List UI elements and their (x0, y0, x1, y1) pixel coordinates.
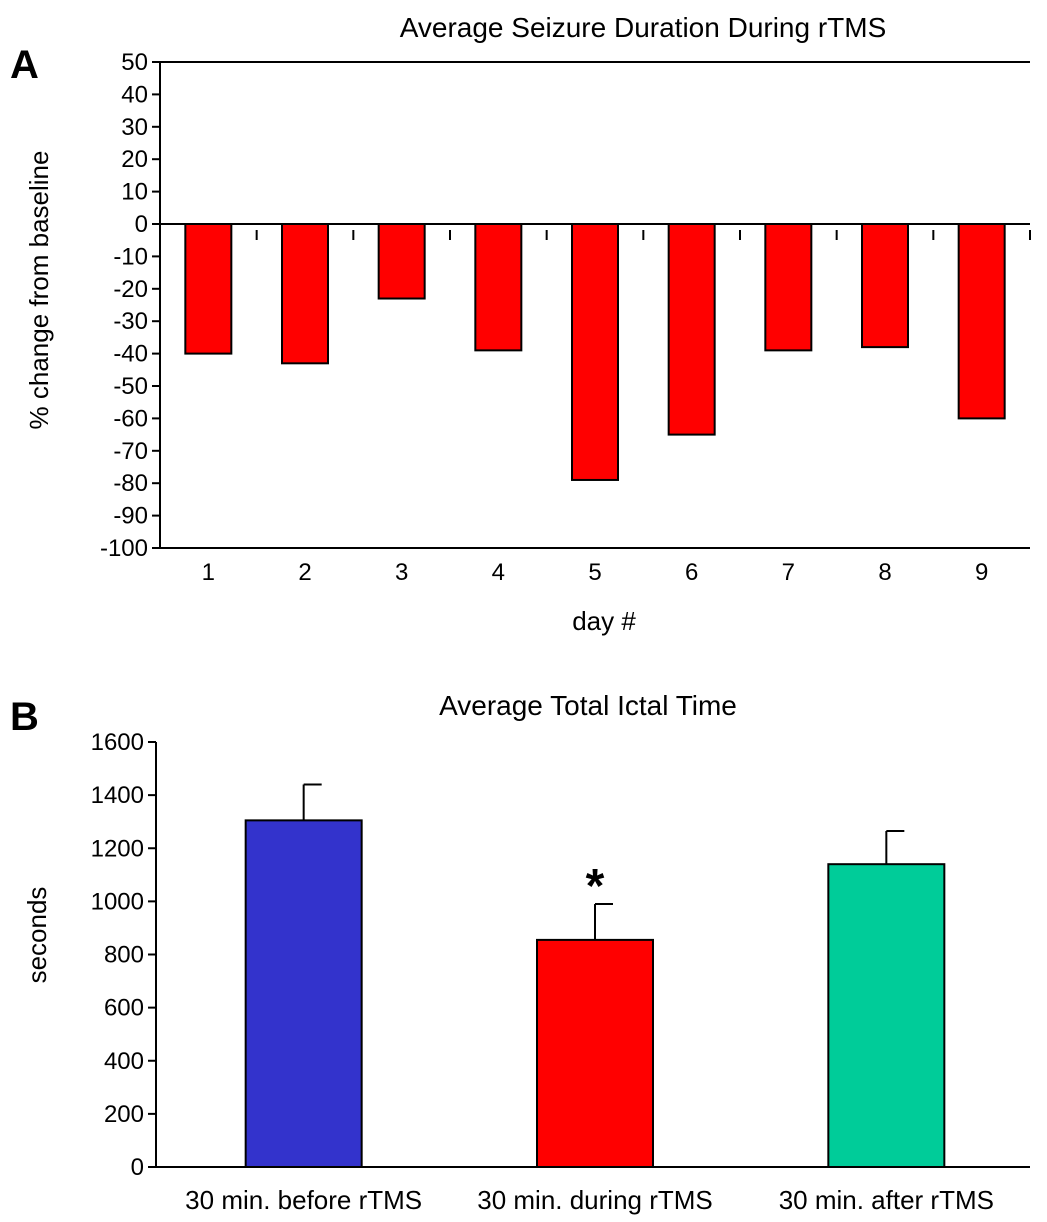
x-tick-label: 1 (202, 559, 215, 586)
y-tick-label: -60 (113, 405, 148, 432)
bar (474, 223, 523, 352)
x-tick-label: 5 (588, 559, 601, 586)
y-tick-label: 1000 (91, 888, 144, 915)
bar (536, 938, 654, 1168)
y-tick-label: 600 (104, 995, 144, 1022)
y-tick-label: 1400 (91, 782, 144, 809)
x-category-label: 30 min. after rTMS (779, 1185, 994, 1215)
chart-title: Average Seizure Duration During rTMS (400, 12, 887, 43)
bar (827, 863, 946, 1168)
y-tick-label: 10 (121, 179, 148, 206)
y-tick-label: -100 (100, 535, 148, 562)
chart-b: B Average Total Ictal Time seconds 0 200 4… (10, 690, 1030, 1215)
y-tick-label: -50 (113, 373, 148, 400)
bar (281, 223, 329, 365)
bar (377, 223, 426, 300)
x-tick-label: 6 (685, 559, 698, 586)
y-axis-label: seconds (22, 887, 52, 984)
x-category-label: 30 min. during rTMS (477, 1185, 713, 1215)
y-tick-label: -30 (113, 308, 148, 335)
plot-area: 50 40 30 20 10 0 -10 -20 -30 -40 -50 -60 -70 -80 -90 -1… (100, 49, 1031, 586)
y-tick-label: 20 (121, 146, 148, 173)
y-tick-label: 40 (121, 81, 148, 108)
y-tick-label: 0 (131, 1154, 144, 1181)
chart-title: Average Total Ictal Time (439, 690, 737, 721)
x-tick-label: 8 (878, 559, 891, 586)
y-tick-label: 1200 (91, 835, 144, 862)
bar (861, 223, 909, 349)
bar (667, 223, 716, 436)
chart-a: A Average Seizure Duration During rTMS d… (10, 12, 1031, 636)
plot-area: 0 200 400 600 800 1000 1200 1400 1600 30 min. bef… (91, 729, 1030, 1215)
y-tick-label: -90 (113, 503, 148, 530)
x-axis-label: day # (572, 606, 636, 636)
x-tick-label: 4 (492, 559, 505, 586)
x-tick-label: 9 (975, 559, 988, 586)
y-axis-label: % change from baseline (24, 151, 54, 430)
y-tick-label: -70 (113, 438, 148, 465)
x-tick-label: 3 (395, 559, 408, 586)
y-tick-label: -20 (113, 276, 148, 303)
panel-letter: A (10, 43, 39, 87)
y-tick-label: 1600 (91, 729, 144, 756)
bar (571, 223, 619, 481)
panel-letter: B (10, 695, 39, 739)
y-tick-label: 0 (135, 211, 148, 238)
bar (184, 223, 233, 355)
y-tick-label: -80 (113, 470, 148, 497)
significance-marker: * (586, 860, 605, 913)
bar (957, 223, 1006, 420)
y-tick-label: 30 (121, 114, 148, 141)
y-tick-label: 200 (104, 1101, 144, 1128)
bar (764, 223, 813, 352)
y-tick-label: -10 (113, 243, 148, 270)
y-tick-label: 50 (121, 49, 148, 76)
y-tick-label: 800 (104, 942, 144, 969)
x-category-label: 30 min. before rTMS (185, 1185, 422, 1215)
bar (244, 819, 363, 1168)
y-tick-label: 400 (104, 1048, 144, 1075)
x-tick-label: 2 (298, 559, 311, 586)
y-tick-label: -40 (113, 341, 148, 368)
x-tick-label: 7 (782, 559, 795, 586)
